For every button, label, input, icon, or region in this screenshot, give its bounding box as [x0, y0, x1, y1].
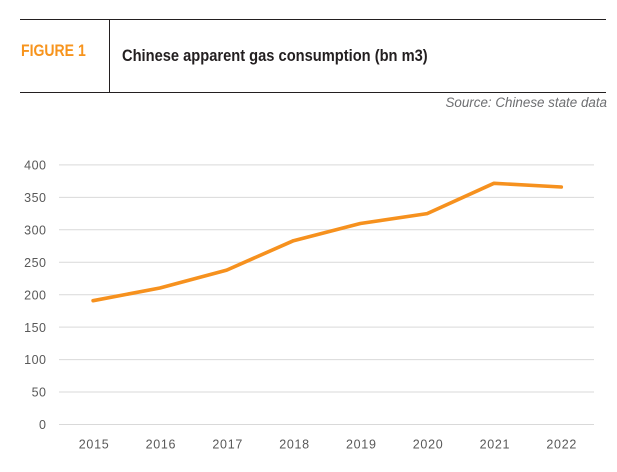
- svg-text:2016: 2016: [146, 438, 177, 452]
- svg-text:2021: 2021: [480, 438, 511, 452]
- svg-text:2020: 2020: [413, 438, 444, 452]
- svg-text:250: 250: [24, 256, 46, 270]
- svg-text:200: 200: [24, 288, 46, 302]
- svg-text:2022: 2022: [546, 438, 577, 452]
- svg-text:300: 300: [24, 223, 46, 237]
- svg-text:50: 50: [32, 386, 47, 400]
- svg-text:350: 350: [24, 191, 46, 205]
- svg-text:2015: 2015: [79, 438, 110, 452]
- svg-text:2019: 2019: [346, 438, 377, 452]
- svg-text:2017: 2017: [212, 438, 243, 452]
- svg-text:150: 150: [24, 321, 46, 335]
- svg-text:0: 0: [39, 418, 46, 432]
- svg-text:400: 400: [24, 159, 46, 173]
- svg-text:100: 100: [24, 353, 46, 367]
- svg-text:2018: 2018: [279, 438, 310, 452]
